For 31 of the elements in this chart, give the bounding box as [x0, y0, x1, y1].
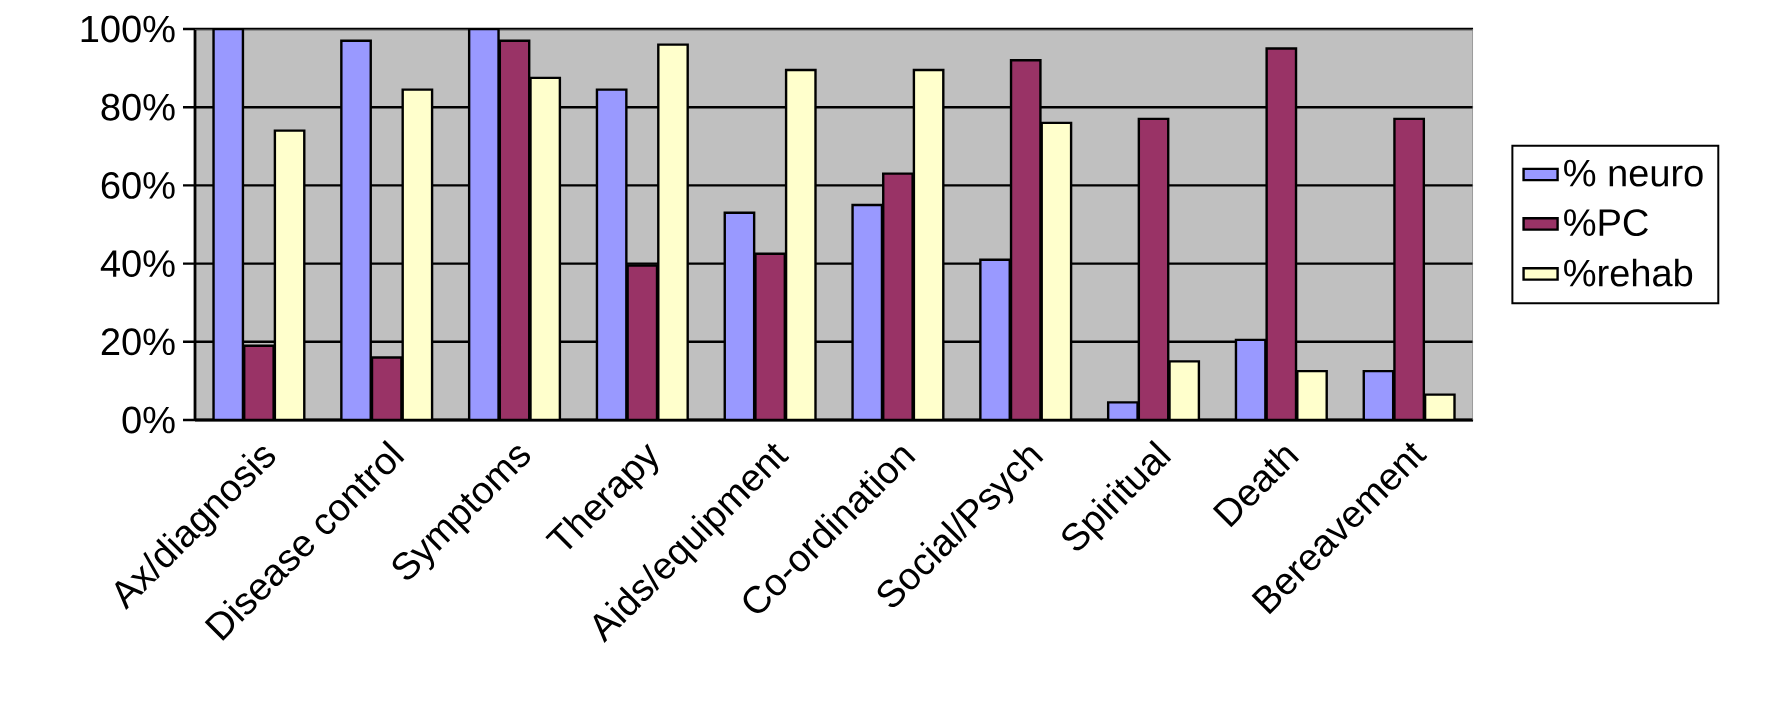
bar	[1137, 117, 1170, 420]
bar	[912, 68, 945, 420]
bar	[595, 88, 628, 420]
bar	[340, 39, 372, 420]
bar	[273, 129, 306, 420]
y-tick-label: 60%	[101, 171, 175, 199]
bar	[754, 252, 787, 420]
y-tick-label: 80%	[101, 93, 175, 121]
bar	[467, 28, 500, 420]
bar	[723, 211, 756, 420]
y-tick-label: 40%	[100, 250, 175, 278]
bar	[1040, 121, 1073, 420]
legend-label: %PC	[1564, 209, 1648, 237]
bar	[657, 43, 689, 420]
bar	[1393, 117, 1426, 420]
y-tick-label: 0%	[122, 406, 175, 434]
legend-label: %rehab	[1564, 258, 1693, 287]
bar	[212, 28, 245, 420]
y-tick-label: 100%	[81, 15, 175, 43]
bar	[1265, 47, 1298, 420]
bar	[1009, 59, 1042, 420]
bar	[626, 264, 659, 420]
bar	[498, 39, 531, 420]
y-tick-label: 20%	[101, 328, 175, 356]
bar	[882, 172, 914, 420]
bar	[851, 203, 884, 420]
bar	[784, 68, 817, 420]
bar	[401, 88, 434, 420]
bar	[529, 76, 562, 420]
bar	[979, 258, 1011, 420]
legend-label: % neuro	[1564, 159, 1703, 187]
